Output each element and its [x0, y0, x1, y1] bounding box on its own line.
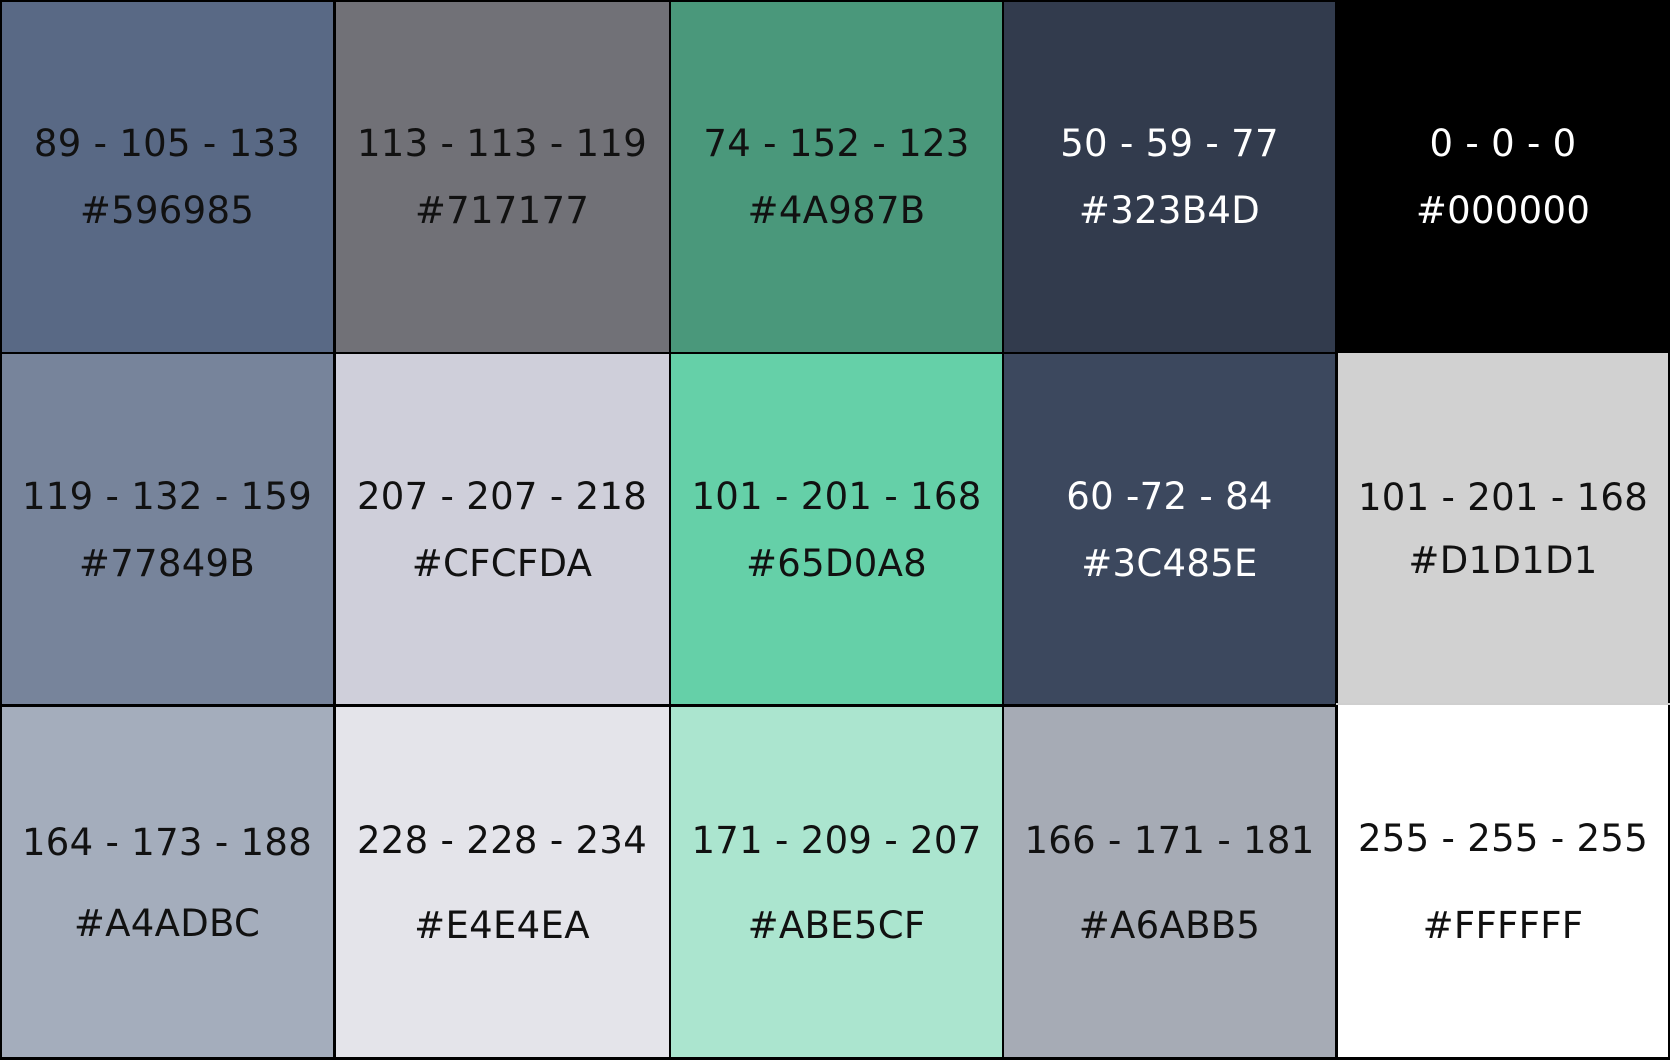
- swatch-rgb: 60 -72 - 84: [1066, 474, 1273, 518]
- grid-line: [1002, 0, 1004, 1060]
- swatch-rgb: 101 - 201 - 168: [1357, 475, 1649, 519]
- swatch: 119 - 132 - 159 #77849B: [0, 353, 334, 706]
- swatch: 171 - 209 - 207 #ABE5CF: [670, 706, 1003, 1060]
- swatch-rgb: 164 - 173 - 188: [21, 821, 313, 864]
- grid-line: [333, 0, 336, 1060]
- swatch-hex: #000000: [1415, 188, 1591, 232]
- swatch-rgb: 50 - 59 - 77: [1060, 121, 1279, 165]
- swatch: 166 - 171 - 181 #A6ABB5: [1003, 706, 1336, 1060]
- swatch-hex: #323B4D: [1078, 188, 1261, 232]
- swatch: 89 - 105 - 133 #596985: [0, 0, 334, 353]
- grid-line: [0, 704, 1336, 707]
- swatch: 207 - 207 - 218 #CFCFDA: [334, 353, 670, 706]
- grid-line: [0, 0, 1336, 2]
- swatch-hex: #717177: [414, 188, 590, 232]
- grid-line: [1668, 352, 1670, 1060]
- swatch-rgb: 74 - 152 - 123: [703, 121, 970, 165]
- swatch: 50 - 59 - 77 #323B4D: [1003, 0, 1336, 353]
- grid-line: [0, 0, 2, 1060]
- swatch-rgb: 119 - 132 - 159: [21, 474, 313, 518]
- grid-line: [1336, 703, 1670, 705]
- swatch-hex: #CFCFDA: [411, 541, 593, 585]
- swatch-rgb: 166 - 171 - 181: [1024, 819, 1315, 862]
- grid-line: [0, 352, 1336, 354]
- swatch: 74 - 152 - 123 #4A987B: [670, 0, 1003, 353]
- swatch-rgb: 255 - 255 - 255: [1357, 817, 1649, 860]
- swatch: 113 - 113 - 119 #717177: [334, 0, 670, 353]
- swatch: 101 - 201 - 168 #65D0A8: [670, 353, 1003, 706]
- swatch-rgb: 113 - 113 - 119: [356, 121, 648, 165]
- swatch: 228 - 228 - 234 #E4E4EA: [334, 706, 670, 1060]
- swatch-hex: #ABE5CF: [747, 904, 926, 947]
- swatch-hex: #4A987B: [747, 188, 926, 232]
- swatch: 255 - 255 - 255 #FFFFFF: [1336, 704, 1670, 1060]
- grid-line: [669, 0, 671, 1060]
- swatch-hex: #D1D1D1: [1408, 538, 1598, 582]
- swatch-rgb: 207 - 207 - 218: [356, 474, 648, 518]
- swatch-rgb: 89 - 105 - 133: [33, 121, 301, 165]
- swatch-hex: #A4ADBC: [73, 902, 261, 945]
- grid-line: [1335, 0, 1338, 1060]
- swatch: 101 - 201 - 168 #D1D1D1: [1336, 353, 1670, 704]
- swatch: 60 -72 - 84 #3C485E: [1003, 353, 1336, 706]
- swatch-hex: #A6ABB5: [1078, 904, 1261, 947]
- swatch-rgb: 0 - 0 - 0: [1429, 121, 1577, 165]
- swatch-hex: #596985: [79, 188, 255, 232]
- swatch-hex: #65D0A8: [745, 541, 928, 585]
- swatch-hex: #77849B: [78, 541, 256, 585]
- swatch: 0 - 0 - 0 #000000: [1336, 0, 1670, 353]
- swatch-hex: #3C485E: [1081, 541, 1258, 585]
- swatch: 164 - 173 - 188 #A4ADBC: [0, 706, 334, 1060]
- swatch-hex: #E4E4EA: [414, 904, 590, 947]
- swatch-rgb: 228 - 228 - 234: [356, 819, 648, 862]
- grid-line: [0, 1057, 1670, 1060]
- swatch-rgb: 171 - 209 - 207: [691, 819, 982, 862]
- swatch-hex: #FFFFFF: [1422, 904, 1584, 947]
- swatch-rgb: 101 - 201 - 168: [691, 474, 982, 518]
